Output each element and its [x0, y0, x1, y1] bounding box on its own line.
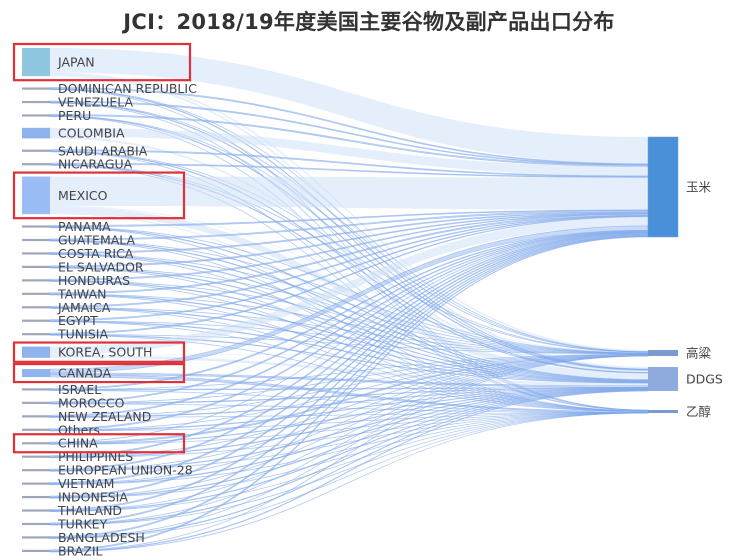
source-node-mexico — [22, 176, 50, 215]
source-node-vietnam — [22, 482, 50, 485]
flow-link-japan-to-2 — [50, 73, 648, 370]
source-node-venezuela — [22, 100, 50, 104]
source-node-el-salvador — [22, 265, 50, 268]
highlight-box-korea-south — [12, 341, 186, 363]
source-label-taiwan: TAIWAN — [57, 286, 106, 301]
source-label-tunisia: TUNISIA — [57, 327, 108, 342]
highlight-box-mexico — [12, 171, 186, 220]
nodes-layer — [22, 48, 679, 552]
source-node-european-union-28 — [22, 469, 50, 472]
source-label-bangladesh: BANGLADESH — [58, 530, 145, 545]
source-label-guatemala: GUATEMALA — [58, 232, 136, 247]
source-node-panama — [22, 225, 50, 228]
flow-link-japan-to-1 — [50, 72, 648, 352]
source-node-new-zealand — [22, 415, 50, 418]
source-label-colombia: COLOMBIA — [58, 126, 125, 141]
source-label-venezuela: VENEZUELA — [58, 95, 134, 110]
flow-link-korea-south-to-70 — [50, 357, 648, 412]
source-node-indonesia — [22, 495, 50, 499]
source-node-china — [22, 442, 50, 445]
source-node-costa-rica — [22, 252, 50, 255]
source-label-thailand: THAILAND — [57, 503, 122, 518]
source-label-panama: PANAMA — [58, 219, 111, 234]
source-label-brazil: BRAZIL — [58, 543, 103, 558]
chart-title: JCI：2018/19年度美国主要谷物及副产品出口分布 — [123, 10, 615, 34]
source-label-dominican-republic: DOMINICAN REPUBLIC — [58, 81, 197, 96]
flow-link-japan-to-0 — [50, 48, 648, 164]
source-label-china: CHINA — [58, 436, 98, 451]
source-node-egypt — [22, 319, 50, 322]
highlight-box-china — [12, 433, 186, 454]
source-label-nicaragua: NICARAGUA — [58, 157, 133, 172]
source-label-korea-south: KOREA, SOUTH — [58, 345, 152, 360]
flow-link-colombia-to-18 — [50, 138, 648, 411]
source-node-taiwan — [22, 292, 50, 295]
source-label-turkey: TURKEY — [57, 516, 108, 531]
source-node-bangladesh — [22, 536, 50, 539]
flow-link-korea-south-to-69 — [50, 355, 648, 386]
target-label-1: 高粱 — [686, 346, 712, 361]
source-node-jamaica — [22, 306, 50, 309]
flow-link-korea-south-to-67 — [50, 216, 648, 355]
source-label-honduras: HONDURAS — [58, 273, 130, 288]
target-label-2: DDGS — [686, 372, 723, 387]
source-label-el-salvador: EL SALVADOR — [58, 259, 144, 274]
source-node-canada — [22, 369, 50, 378]
highlight-layer — [12, 42, 192, 454]
target-label-0: 玉米 — [686, 180, 712, 195]
flow-link-colombia-to-16 — [50, 127, 648, 176]
source-node-israel — [22, 388, 50, 391]
source-label-vietnam: VIETNAM — [58, 476, 114, 491]
source-label-costa-rica: COSTA RICA — [58, 246, 134, 261]
source-node-honduras — [22, 279, 50, 282]
source-node-philippines — [22, 455, 50, 458]
source-label-mexico: MEXICO — [58, 188, 108, 203]
source-label-indonesia: INDONESIA — [58, 490, 128, 505]
source-node-thailand — [22, 509, 50, 512]
source-node-dominican-republic — [22, 87, 50, 90]
source-label-european-union-28: EUROPEAN UNION-28 — [58, 463, 193, 478]
source-label-peru: PERU — [58, 108, 91, 123]
source-node-colombia — [22, 127, 50, 139]
highlight-box-canada — [12, 362, 186, 384]
target-node-2 — [648, 367, 678, 391]
highlight-box-japan — [12, 42, 192, 82]
flow-link-mexico-to-28 — [50, 205, 648, 353]
source-node-guatemala — [22, 238, 50, 242]
flow-link-mexico-to-27 — [50, 176, 648, 210]
source-label-jamaica: JAMAICA — [57, 300, 111, 315]
target-node-0 — [647, 136, 679, 238]
flow-link-mexico-to-29 — [50, 206, 648, 380]
target-node-3 — [648, 410, 678, 413]
source-label-new-zealand: NEW ZEALAND — [58, 409, 151, 424]
source-label-israel: ISRAEL — [58, 382, 101, 397]
source-node-nicaragua — [22, 163, 50, 166]
source-label-egypt: EGYPT — [58, 313, 98, 328]
source-node-brazil — [22, 549, 50, 552]
flow-link-mexico-to-30 — [50, 213, 648, 411]
source-label-japan: JAPAN — [57, 55, 95, 70]
source-node-morocco — [22, 401, 50, 404]
source-node-peru — [22, 114, 50, 117]
target-label-3: 乙醇 — [686, 404, 711, 419]
source-node-turkey — [22, 522, 50, 526]
source-node-others — [22, 428, 50, 431]
source-node-korea-south — [22, 346, 50, 358]
source-node-tunisia — [22, 333, 50, 336]
source-node-saudi-arabia — [22, 149, 50, 152]
target-node-1 — [648, 350, 678, 356]
source-label-morocco: MOROCCO — [58, 395, 125, 410]
source-node-japan — [22, 48, 50, 77]
source-label-canada: CANADA — [58, 366, 112, 381]
source-label-saudi-arabia: SAUDI ARABIA — [58, 143, 148, 158]
